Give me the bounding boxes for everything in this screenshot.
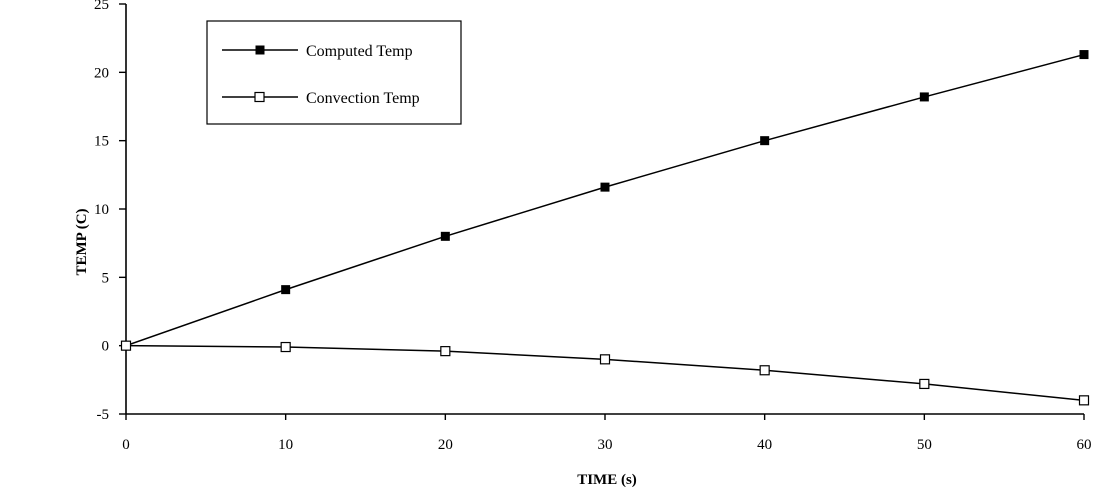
y-tick-label: 0 — [102, 339, 110, 355]
data-point — [600, 182, 610, 192]
data-point — [440, 346, 451, 357]
data-point — [120, 340, 132, 351]
data-point — [280, 341, 291, 353]
x-tick-label: 50 — [917, 437, 932, 453]
x-tick-label: 60 — [1077, 437, 1092, 453]
series-line — [125, 344, 1085, 402]
series-group — [120, 50, 1090, 406]
data-point — [919, 92, 929, 102]
legend-label: Computed Temp — [306, 43, 413, 60]
legend-item-computed: Computed Temp — [222, 43, 413, 60]
axes: -5 0 5 10 15 20 25 0 10 20 30 40 50 60 — [94, 0, 1092, 453]
y-tick-label: 20 — [94, 65, 109, 81]
data-point — [1078, 395, 1090, 406]
y-tick-label: -5 — [97, 407, 110, 423]
data-point — [281, 285, 291, 295]
y-tick-label: 25 — [94, 0, 109, 13]
legend-marker-filled-square — [255, 45, 265, 55]
y-tick-label: 5 — [102, 270, 110, 286]
y-tick-label: 15 — [94, 134, 109, 150]
x-axis-title: TIME (s) — [577, 472, 637, 488]
legend: Computed Temp Convection Temp — [206, 20, 462, 125]
series-convection-temp — [120, 340, 1090, 406]
data-point — [919, 378, 930, 390]
legend-item-convection: Convection Temp — [222, 90, 420, 107]
x-tick-label: 20 — [438, 437, 453, 453]
y-tick-label: 10 — [94, 202, 109, 218]
legend-marker-open-square — [254, 91, 265, 103]
x-tick-label: 0 — [122, 437, 130, 453]
data-point — [599, 354, 611, 365]
legend-label: Convection Temp — [306, 90, 420, 107]
data-point — [1079, 50, 1089, 60]
data-point — [760, 136, 770, 146]
x-tick-label: 40 — [757, 437, 772, 453]
legend-box — [206, 20, 462, 125]
data-point — [759, 365, 770, 376]
x-tick-label: 10 — [278, 437, 293, 453]
x-tick-label: 30 — [598, 437, 613, 453]
data-point — [440, 231, 450, 241]
y-axis-title: TEMP (C) — [74, 208, 90, 275]
